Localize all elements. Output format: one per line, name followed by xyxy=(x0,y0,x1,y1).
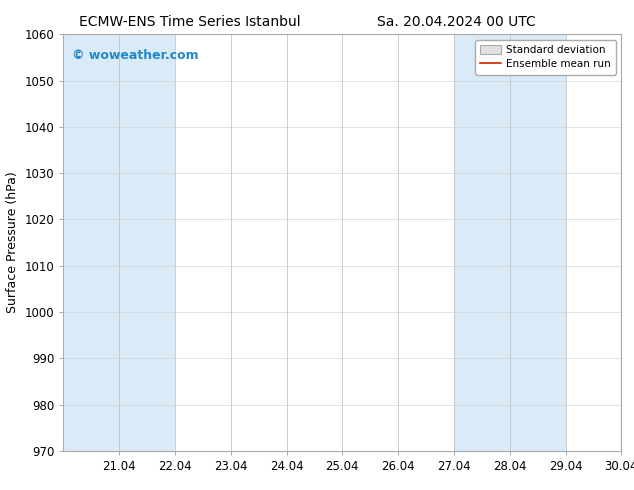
Bar xyxy=(454,34,566,451)
Text: Sa. 20.04.2024 00 UTC: Sa. 20.04.2024 00 UTC xyxy=(377,15,536,29)
Text: © woweather.com: © woweather.com xyxy=(72,49,198,62)
Legend: Standard deviation, Ensemble mean run: Standard deviation, Ensemble mean run xyxy=(475,40,616,74)
Y-axis label: Surface Pressure (hPa): Surface Pressure (hPa) xyxy=(6,172,19,314)
Bar xyxy=(63,34,175,451)
Text: ECMW-ENS Time Series Istanbul: ECMW-ENS Time Series Istanbul xyxy=(79,15,301,29)
